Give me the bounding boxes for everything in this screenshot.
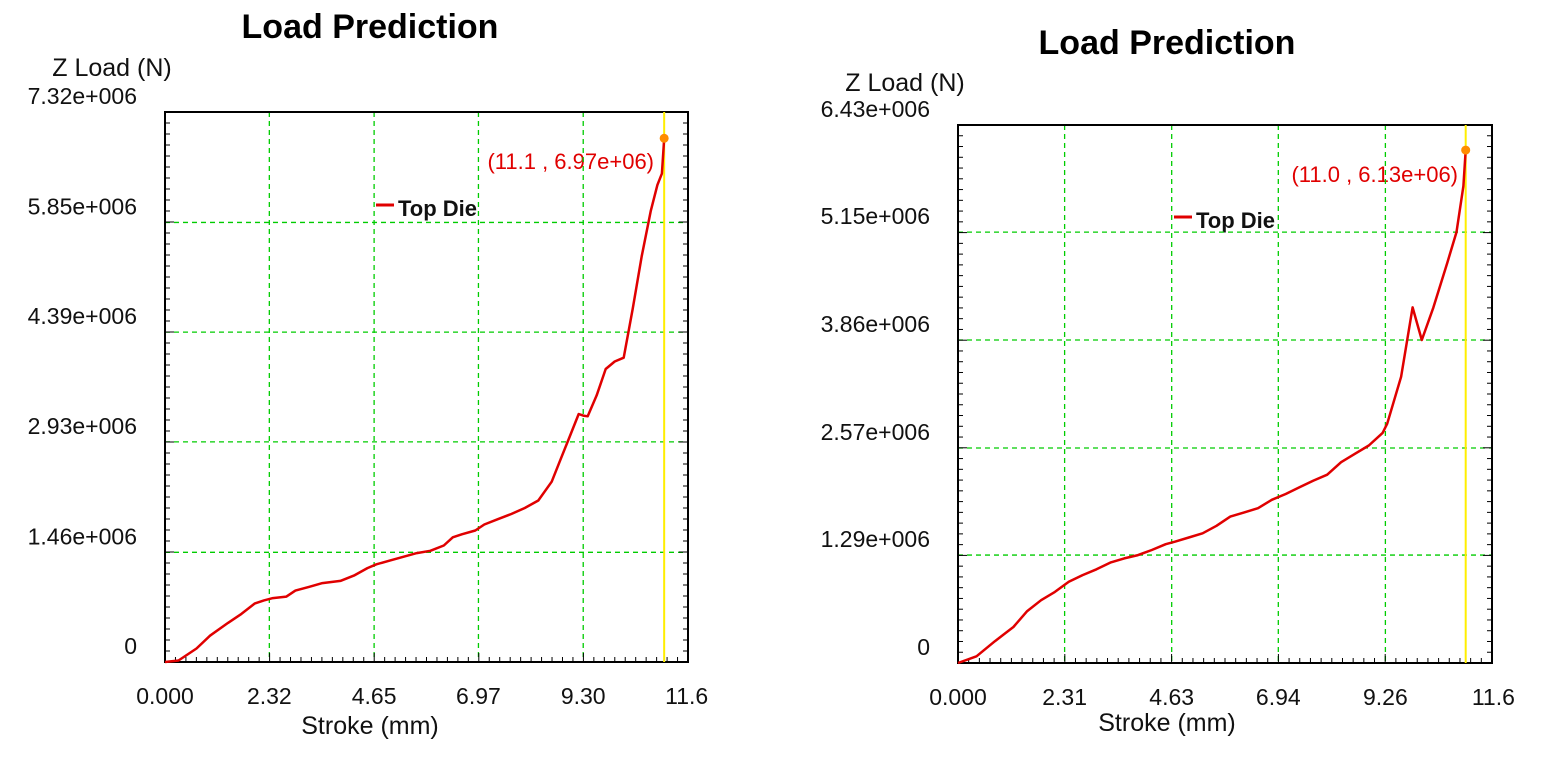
chart-1-y-tick-label: 4.39e+006 xyxy=(28,303,137,329)
chart-2-y-tick-label: 1.29e+006 xyxy=(821,526,930,552)
chart-1-legend: Top Die xyxy=(376,196,477,221)
chart-2-legend: Top Die xyxy=(1174,208,1275,233)
chart-2-tick-labels: 0.000 2.31 4.63 6.94 9.26 11.6 0 1.29e+006 2.57e… xyxy=(821,96,1515,710)
chart-1-plot-frame xyxy=(164,111,689,663)
chart-1-title: Load Prediction xyxy=(242,8,499,46)
chart-1-x-tick-label: 9.30 xyxy=(561,683,606,709)
chart-2-x-tick-label: 2.31 xyxy=(1042,684,1087,710)
chart-1-x-tick-label: 4.65 xyxy=(352,683,397,709)
chart-2-x-tick-label: 6.94 xyxy=(1256,684,1301,710)
chart-1-y-axis-label: Z Load (N) xyxy=(52,54,171,82)
chart-2-series-1-line xyxy=(957,150,1467,665)
chart-2-y-tick-label: 0 xyxy=(917,634,930,660)
chart-2-y-tick-label: 3.86e+006 xyxy=(821,311,930,337)
chart-2-marker-label: (11.0 , 6.13e+06) xyxy=(1291,162,1458,187)
chart-2-x-tick-label: 9.26 xyxy=(1363,684,1408,710)
chart-1-x-tick-label: 0.000 xyxy=(136,683,194,709)
chart-1-legend-label: Top Die xyxy=(398,196,477,221)
chart-2-plot xyxy=(957,124,1493,665)
chart-2-marker-point xyxy=(1461,145,1471,155)
chart-2-x-tick-label: 0.000 xyxy=(929,684,987,710)
chart-2-y-tick-label: 2.57e+006 xyxy=(821,419,930,445)
chart-2: Load Prediction Z Load (N) Stroke (mm) T… xyxy=(821,24,1515,737)
chart-2-x-tick-label: 11.6 xyxy=(1472,684,1515,710)
chart-1-x-tick-label: 2.32 xyxy=(247,683,292,709)
chart-1-y-tick-label: 2.93e+006 xyxy=(28,413,137,439)
chart-1-y-tick-label: 7.32e+006 xyxy=(28,83,137,109)
chart-2-y-axis-label: Z Load (N) xyxy=(845,69,964,97)
chart-1-tick-labels: 0.000 2.32 4.65 6.97 9.30 11.6 0 1.46e+006 2.93e… xyxy=(28,83,709,709)
chart-2-plot-frame xyxy=(957,124,1493,664)
chart-1-series-1-line xyxy=(164,138,666,664)
chart-2-title: Load Prediction xyxy=(1039,24,1296,62)
chart-1-y-tick-label: 1.46e+006 xyxy=(28,523,137,549)
chart-1-plot xyxy=(164,111,689,664)
chart-2-y-tick-label: 5.15e+006 xyxy=(821,203,930,229)
chart-2-legend-label: Top Die xyxy=(1196,208,1275,233)
chart-2-y-tick-label: 6.43e+006 xyxy=(821,96,930,122)
chart-1-x-tick-label: 6.97 xyxy=(456,683,501,709)
chart-1-x-tick-label: 11.6 xyxy=(665,683,708,709)
chart-1-x-axis-label: Stroke (mm) xyxy=(301,712,439,740)
chart-2-x-tick-label: 4.63 xyxy=(1149,684,1194,710)
chart-1-y-tick-label: 0 xyxy=(124,633,137,659)
chart-1-marker-label: (11.1 , 6.97e+06) xyxy=(487,149,654,174)
chart-1-y-tick-label: 5.85e+006 xyxy=(28,193,137,219)
chart-1: Load Prediction Z Load (N) Stroke (mm) T… xyxy=(28,8,709,740)
chart-1-marker-point xyxy=(659,133,669,143)
chart-2-x-axis-label: Stroke (mm) xyxy=(1098,709,1236,737)
